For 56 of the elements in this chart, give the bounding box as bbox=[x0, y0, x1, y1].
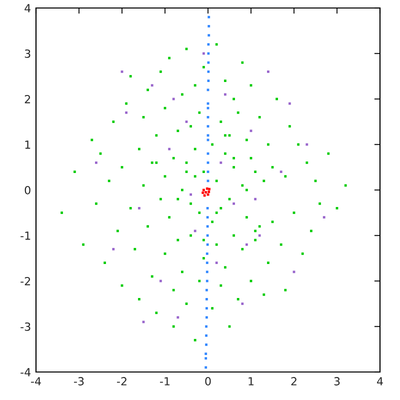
y-tick-label: 0 bbox=[24, 186, 30, 194]
x-tick-label: 0 bbox=[205, 377, 211, 386]
point bbox=[206, 252, 208, 255]
point bbox=[232, 202, 236, 205]
point bbox=[207, 43, 210, 46]
point bbox=[206, 187, 208, 190]
point bbox=[207, 70, 210, 73]
y-tick-label: 1 bbox=[25, 140, 30, 149]
point bbox=[215, 262, 218, 264]
point bbox=[207, 61, 210, 64]
point bbox=[94, 161, 98, 164]
point bbox=[168, 148, 171, 150]
point bbox=[206, 243, 209, 246]
point bbox=[280, 170, 282, 174]
y-tick-label: 4 bbox=[24, 4, 31, 12]
x-tick-label: -4 bbox=[31, 377, 41, 386]
point bbox=[224, 93, 226, 96]
x-tick-label: 3 bbox=[334, 377, 340, 386]
point bbox=[208, 24, 210, 28]
point bbox=[206, 270, 208, 274]
y-tick-label: -3 bbox=[20, 322, 30, 331]
point bbox=[204, 352, 208, 356]
point bbox=[266, 70, 270, 73]
point bbox=[206, 225, 209, 228]
point bbox=[112, 248, 115, 250]
point bbox=[204, 357, 208, 360]
point bbox=[206, 216, 209, 219]
point bbox=[322, 216, 326, 219]
y-tick-label: -2 bbox=[20, 276, 30, 286]
point bbox=[288, 102, 291, 105]
point bbox=[176, 316, 180, 319]
y-tick-label: -4 bbox=[20, 368, 31, 376]
point bbox=[245, 243, 248, 246]
y-tick-label: -1 bbox=[20, 232, 30, 240]
x-tick-label: -1 bbox=[160, 377, 170, 386]
point bbox=[194, 230, 196, 232]
point bbox=[206, 262, 208, 264]
point bbox=[208, 34, 210, 37]
y-tick-label: 2 bbox=[24, 94, 30, 104]
point bbox=[208, 16, 210, 18]
point bbox=[220, 161, 222, 164]
point bbox=[206, 206, 209, 210]
point bbox=[254, 198, 257, 200]
x-tick-label: -2 bbox=[117, 377, 126, 386]
point bbox=[204, 366, 208, 369]
point bbox=[150, 84, 154, 87]
point bbox=[138, 206, 140, 210]
point bbox=[125, 111, 128, 114]
x-tick-label: 2 bbox=[291, 377, 296, 386]
y-tick-label: 3 bbox=[24, 49, 30, 58]
x-tick-label: -3 bbox=[74, 377, 84, 386]
x-tick-label: 1 bbox=[248, 377, 254, 386]
x-tick-label: 4 bbox=[377, 377, 383, 386]
point bbox=[208, 190, 210, 194]
point bbox=[190, 193, 192, 196]
point bbox=[207, 80, 210, 82]
